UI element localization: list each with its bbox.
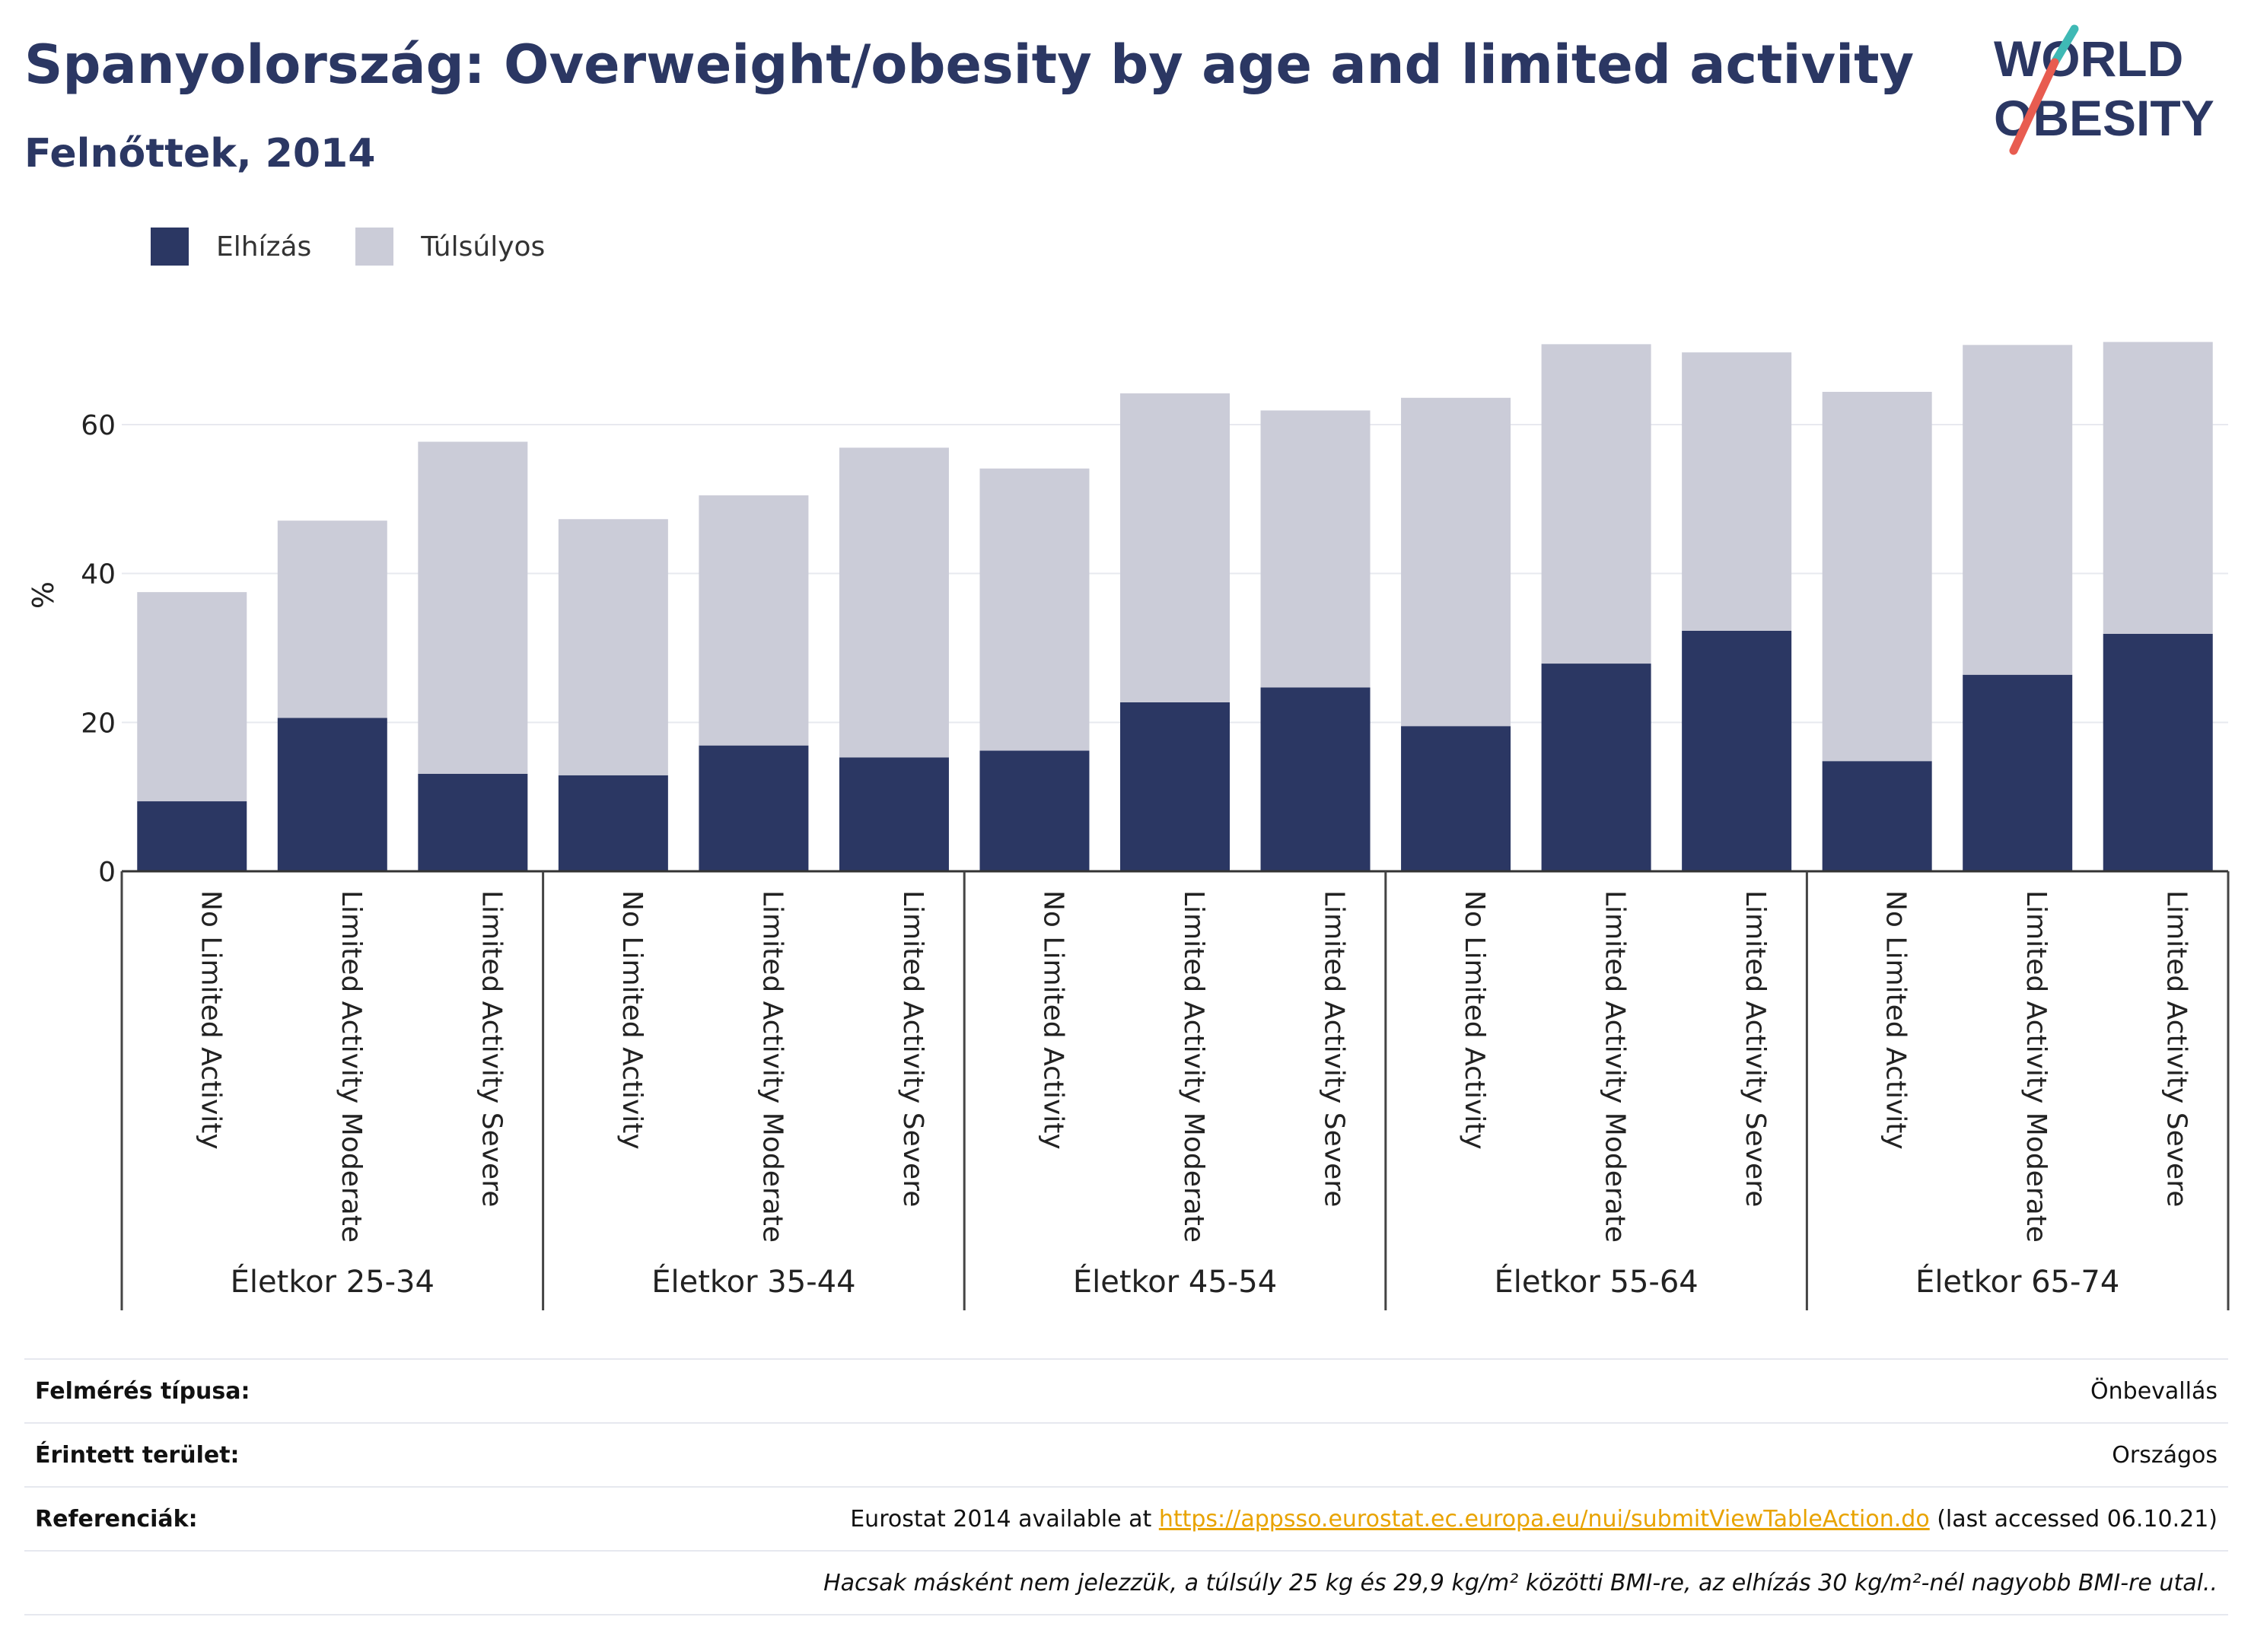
bar-overweight [839, 447, 949, 758]
legend-item-obesity[interactable]: Elhízás [151, 228, 311, 266]
bar-obesity [699, 745, 809, 871]
group-label: Életkor 65-74 [1915, 1263, 2119, 1300]
y-tick-label: 0 [98, 857, 116, 888]
info-row-area: Érintett terület: Országos [24, 1422, 2228, 1486]
bar-overweight [418, 441, 528, 774]
chart-legend: Elhízás Túlsúlyos [151, 225, 589, 268]
bar-overweight [979, 468, 1090, 751]
x-tick-label: No Limited Activity [616, 890, 648, 1150]
x-tick-label: Limited Activity Severe [2161, 890, 2192, 1207]
info-row-note: Hacsak másként nem jelezzük, a túlsúly 2… [24, 1550, 2228, 1615]
group-label: Életkor 25-34 [231, 1263, 435, 1300]
bar-obesity [979, 750, 1090, 871]
references-value: Eurostat 2014 available at https://appss… [850, 1506, 2228, 1533]
bar-chart: 0 20 40 60% No Limited Activity Limited Activ… [27, 342, 2230, 1310]
bar-obesity [1401, 726, 1511, 871]
y-tick-label: 60 [81, 410, 116, 441]
y-tick-label: 40 [81, 559, 116, 590]
bar-obesity [1120, 702, 1230, 871]
world-obesity-logo: WORLD OBESITY [1994, 24, 2214, 155]
x-tick-label: Limited Activity Moderate [2020, 890, 2052, 1243]
legend-item-overweight[interactable]: Túlsúlyos [355, 228, 545, 266]
bar-overweight [1260, 410, 1371, 688]
bar-overweight [1822, 391, 1932, 762]
bar-obesity [1260, 687, 1371, 871]
bar-obesity [2103, 633, 2213, 871]
bar-obesity [1682, 630, 1792, 871]
x-tick-label: Limited Activity Severe [476, 890, 507, 1207]
x-tick-label: Limited Activity Severe [897, 890, 928, 1207]
legend-swatch-overweight [355, 228, 394, 266]
x-tick-label: Limited Activity Severe [1319, 890, 1350, 1207]
bar-obesity [1963, 674, 2073, 871]
reference-link[interactable]: https://appsso.eurostat.ec.europa.eu/nui… [1158, 1505, 1930, 1533]
bar-obesity [1541, 664, 1651, 871]
info-row-survey: Felmérés típusa: Önbevallás [24, 1358, 2228, 1422]
bar-obesity [839, 757, 949, 871]
references-label: Referenciák: [35, 1505, 198, 1533]
bmi-footnote: Hacsak másként nem jelezzük, a túlsúly 2… [823, 1569, 2218, 1596]
area-label: Érintett terület: [35, 1441, 240, 1469]
x-tick-label: Limited Activity Moderate [336, 890, 367, 1243]
chart-title: Spanyolország: Overweight/obesity by age… [24, 33, 1915, 96]
x-tick-label: No Limited Activity [195, 890, 226, 1150]
survey-value: Önbevallás [2090, 1377, 2218, 1405]
bar-obesity [558, 775, 668, 871]
bar-overweight [1963, 345, 2073, 675]
logo-slash-teal [2050, 24, 2079, 67]
area-value: Országos [2112, 1441, 2218, 1469]
bar-obesity [277, 718, 387, 871]
y-axis-label: % [27, 581, 60, 609]
bar-overweight [2103, 342, 2213, 634]
reference-suffix: (last accessed 06.10.21) [1929, 1505, 2218, 1533]
x-tick-label: Limited Activity Moderate [756, 890, 788, 1243]
info-row-references: Referenciák: Eurostat 2014 available at … [24, 1486, 2228, 1550]
x-tick-label: Limited Activity Severe [1740, 890, 1771, 1207]
bar-overweight [277, 520, 387, 718]
group-label: Életkor 35-44 [651, 1263, 855, 1300]
x-tick-label: Limited Activity Moderate [1600, 890, 1631, 1243]
bar-obesity [418, 773, 528, 871]
group-label: Életkor 55-64 [1494, 1263, 1698, 1300]
bar-overweight [699, 495, 809, 746]
bar-obesity [1822, 761, 1932, 871]
x-tick-label: No Limited Activity [1459, 890, 1490, 1150]
logo-slash-red [2009, 58, 2059, 155]
bar-overweight [1541, 344, 1651, 664]
survey-label: Felmérés típusa: [35, 1377, 250, 1405]
logo-text-world: WORLD [1994, 30, 2183, 87]
bar-overweight [1120, 393, 1230, 702]
bar-overweight [137, 592, 247, 802]
x-tick-label: No Limited Activity [1880, 890, 1912, 1150]
chart-subtitle: Felnőttek, 2014 [24, 131, 376, 177]
x-tick-label: No Limited Activity [1037, 890, 1068, 1150]
x-tick-label: Limited Activity Moderate [1178, 890, 1209, 1243]
bar-overweight [558, 519, 668, 775]
info-table: Felmérés típusa: Önbevallás Érintett ter… [24, 1358, 2228, 1615]
bar-obesity [137, 801, 247, 871]
bar-overweight [1682, 352, 1792, 631]
reference-prefix: Eurostat 2014 available at [850, 1505, 1159, 1533]
bar-overweight [1401, 397, 1511, 727]
group-label: Életkor 45-54 [1073, 1263, 1277, 1300]
legend-swatch-obesity [151, 228, 189, 266]
legend-label-overweight: Túlsúlyos [421, 231, 546, 263]
y-tick-label: 20 [81, 708, 116, 739]
legend-label-obesity: Elhízás [216, 231, 312, 263]
